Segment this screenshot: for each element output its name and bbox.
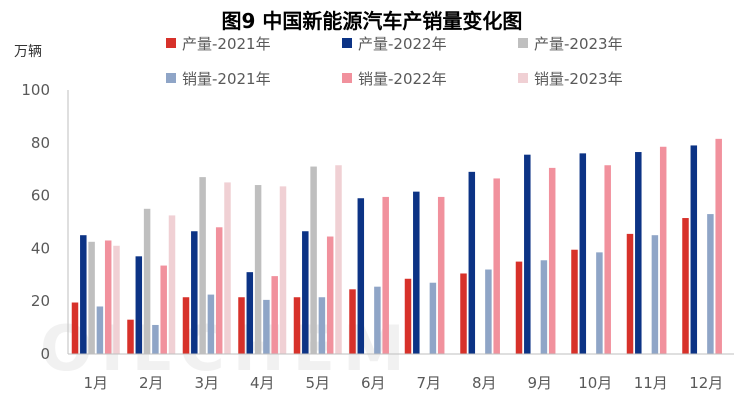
- x-tick-label: 7月: [416, 374, 441, 392]
- bar: [168, 215, 176, 354]
- bar: [604, 165, 611, 354]
- bar: [135, 256, 143, 354]
- bar: [382, 196, 389, 354]
- y-tick-label: 100: [21, 81, 50, 99]
- bar: [468, 171, 476, 354]
- bar: [626, 233, 634, 354]
- x-tick-label: 2月: [139, 374, 164, 392]
- bar: [152, 324, 159, 354]
- bar: [515, 261, 523, 354]
- y-axis: 0 20 40 60 80 100: [21, 81, 69, 363]
- bar: [651, 235, 659, 354]
- bar: [104, 240, 112, 354]
- bar: [88, 241, 95, 354]
- bar: [335, 165, 342, 354]
- y-tick-label: 80: [31, 134, 50, 152]
- y-tick-label: 20: [31, 292, 50, 310]
- bar: [271, 276, 278, 354]
- bar: [659, 146, 667, 354]
- legend-label: 产量-2021年: [182, 35, 271, 53]
- x-tick-label: 12月: [689, 374, 723, 392]
- bar: [302, 231, 309, 354]
- legend-swatch: [342, 38, 352, 48]
- bar: [579, 153, 587, 354]
- legend-label: 销量-2021年: [182, 70, 271, 88]
- bar: [293, 297, 301, 354]
- bar: [682, 218, 689, 354]
- bar: [182, 297, 190, 354]
- bar: [690, 145, 698, 354]
- x-tick-label: 5月: [305, 374, 330, 392]
- x-tick-label: 10月: [578, 374, 612, 392]
- bar: [215, 227, 223, 354]
- bar: [224, 182, 231, 354]
- y-tick-label: 40: [31, 239, 50, 257]
- legend-label: 销量-2022年: [358, 70, 447, 88]
- x-axis: 1月 2月 3月 4月 5月 6月 7月 8月 9月 10月 11月 12月: [68, 353, 734, 392]
- bar: [596, 252, 603, 354]
- bar: [310, 166, 317, 354]
- bar: [374, 286, 381, 354]
- bar: [160, 265, 167, 354]
- legend-swatch: [518, 73, 528, 83]
- legend-label: 产量-2023年: [534, 35, 623, 53]
- bar: [127, 319, 134, 354]
- bar: [143, 208, 151, 354]
- legend-swatch: [166, 73, 176, 83]
- y-tick-label: 0: [40, 345, 50, 363]
- bar: [191, 231, 198, 354]
- x-tick-label: 1月: [83, 374, 108, 392]
- bar: [635, 152, 642, 354]
- bar: [404, 278, 412, 354]
- bar: [263, 299, 270, 354]
- legend-swatch: [342, 73, 352, 83]
- x-tick-label: 11月: [634, 374, 668, 392]
- bar: [71, 302, 79, 354]
- bar: [279, 186, 287, 354]
- legend-label: 产量-2022年: [358, 35, 447, 53]
- bar: [326, 236, 334, 354]
- bar: [707, 214, 714, 354]
- chart-title: 图9 中国新能源汽车产销量变化图: [222, 9, 523, 33]
- bar: [437, 196, 445, 354]
- bar: [349, 289, 356, 354]
- bar: [318, 297, 326, 354]
- bar: [199, 177, 206, 354]
- bar: [571, 249, 578, 354]
- bar: [96, 306, 104, 354]
- bar: [429, 282, 437, 354]
- x-tick-label: 3月: [194, 374, 219, 392]
- x-tick-label: 6月: [361, 374, 386, 392]
- bar: [715, 138, 722, 354]
- bar: [254, 185, 262, 354]
- bar: [524, 154, 531, 354]
- bar: [413, 191, 420, 354]
- x-tick-label: 8月: [472, 374, 497, 392]
- bar: [548, 167, 556, 354]
- x-tick-label: 9月: [527, 374, 552, 392]
- bar: [485, 269, 492, 354]
- bar: [493, 178, 500, 354]
- y-tick-label: 60: [31, 187, 50, 205]
- bar: [246, 272, 254, 354]
- bar: [207, 294, 215, 354]
- bar: [113, 245, 120, 354]
- legend-label: 销量-2023年: [534, 70, 623, 88]
- legend-swatch: [166, 38, 176, 48]
- bar: [238, 297, 245, 354]
- bar: [357, 198, 365, 354]
- y-axis-unit-label: 万辆: [14, 44, 42, 60]
- legend-swatch: [518, 38, 528, 48]
- bar: [460, 273, 467, 354]
- bars-group: [71, 138, 722, 354]
- bar: [80, 235, 87, 354]
- bar: [540, 260, 548, 354]
- x-tick-label: 4月: [250, 374, 275, 392]
